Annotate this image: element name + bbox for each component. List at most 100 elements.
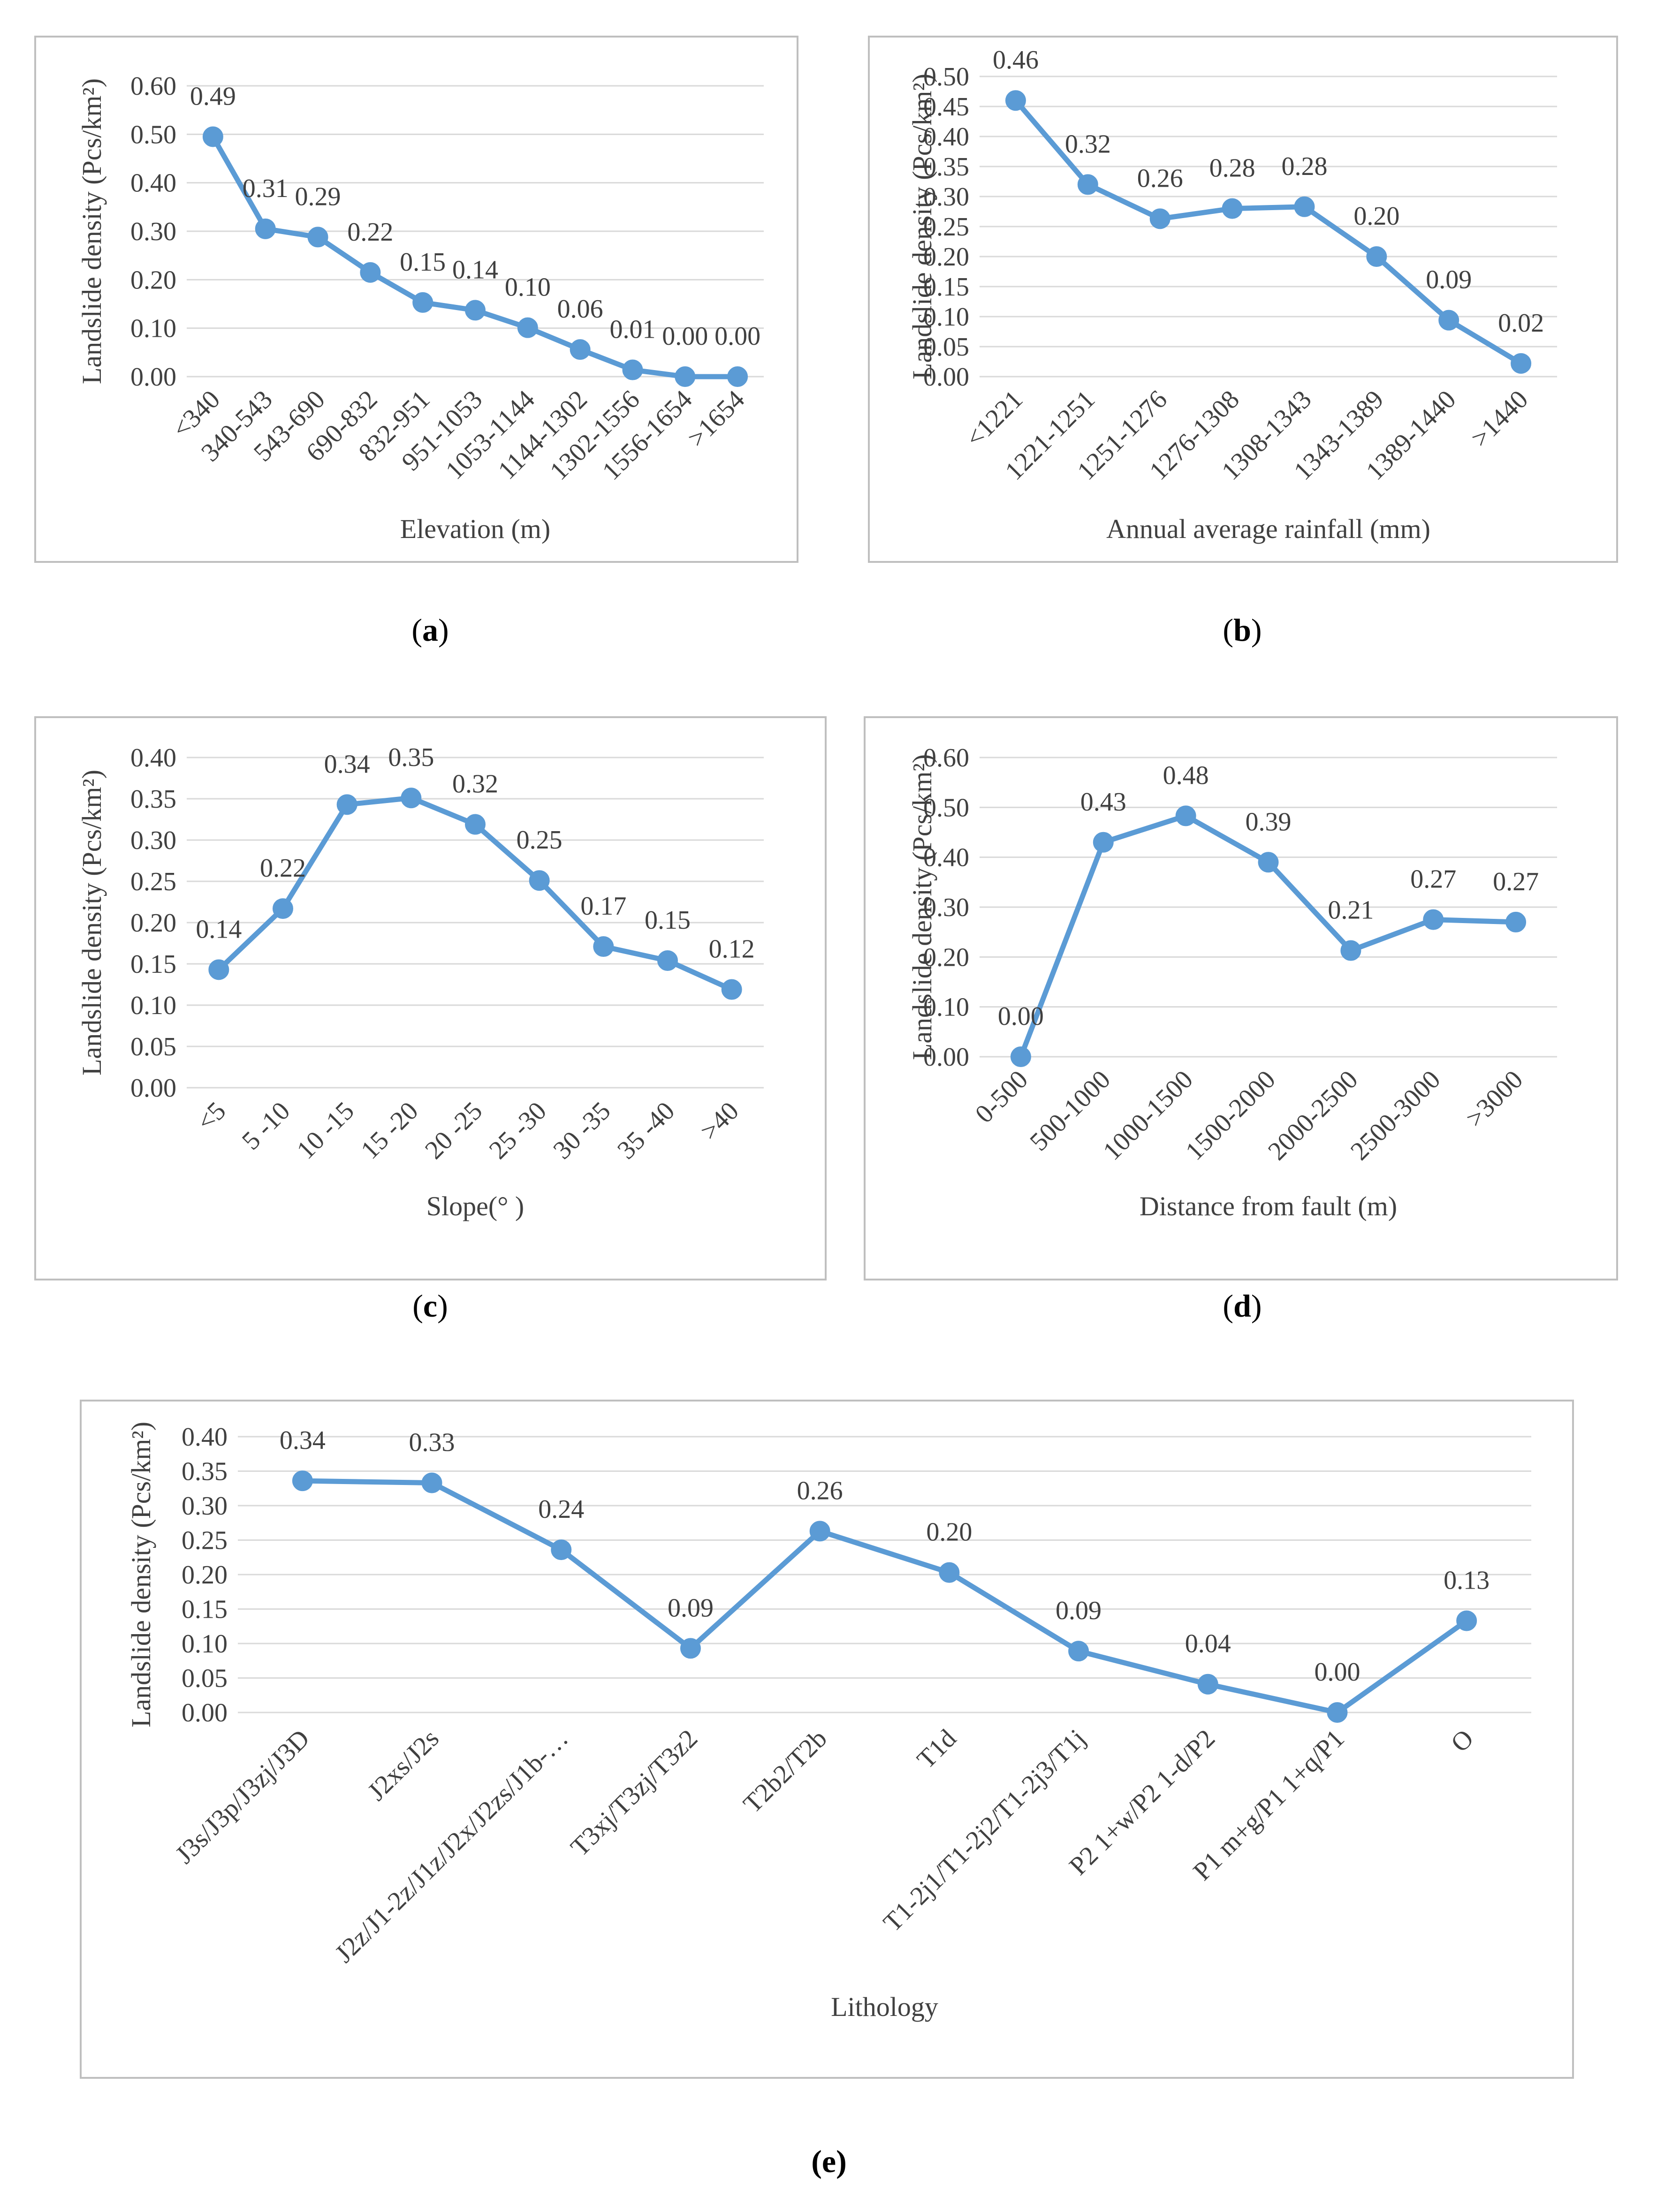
data-label: 0.29 (295, 182, 341, 211)
panel-caption: (e) (811, 2144, 847, 2179)
data-label: 0.17 (580, 892, 626, 921)
y-tick-label: 0.20 (130, 909, 176, 938)
panel-caption: (c) (412, 1288, 448, 1324)
data-point (593, 936, 614, 957)
data-point (657, 950, 678, 971)
data-label: 0.01 (609, 315, 655, 344)
data-point (273, 898, 293, 919)
y-tick-label: 0.10 (923, 303, 969, 332)
y-axis-title: Landslide density (Pcs/km²) (76, 78, 107, 384)
series-line (1013, 98, 1524, 366)
data-point (1340, 940, 1361, 961)
data-label: 0.20 (1353, 202, 1399, 231)
data-point (1222, 198, 1243, 219)
data-label: 0.00 (662, 322, 708, 351)
y-tick-label: 0.60 (923, 743, 969, 773)
y-tick-label: 0.05 (182, 1664, 228, 1693)
data-point (1093, 832, 1114, 853)
panel-caption: (d) (1223, 1288, 1262, 1324)
y-tick-label: 0.05 (130, 1032, 176, 1061)
data-label: 0.00 (998, 1002, 1044, 1031)
panel-letter: d (1233, 1288, 1251, 1324)
chart-frame (868, 36, 1618, 563)
y-tick-label: 0.30 (923, 182, 969, 212)
y-tick-label: 0.15 (182, 1595, 228, 1624)
data-point (721, 979, 742, 1000)
data-label: 0.09 (1056, 1596, 1102, 1625)
y-tick-label: 0.40 (130, 743, 176, 773)
data-label: 0.25 (517, 826, 562, 855)
chart-e: 0.00 0.05 0.10 0.15 0.20 0.25 0.30 0.35 0.40 Land… (80, 1400, 1574, 2179)
chart-frame (80, 1400, 1574, 2079)
y-tick-label: 0.00 (923, 363, 969, 392)
data-point (1005, 90, 1026, 111)
data-point (1149, 208, 1171, 229)
chart-frame (864, 716, 1618, 1280)
chart-a: 0.00 0.10 0.20 0.30 0.40 0.50 0.60 Landslide de… (34, 36, 798, 648)
data-label: 0.49 (190, 82, 236, 111)
panel-caption: (a) (411, 612, 448, 648)
y-tick-label: 0.20 (923, 943, 969, 972)
y-axis-title: Landslide density (Pcs/km²) (126, 1422, 156, 1727)
y-tick-label: 0.30 (130, 826, 176, 855)
data-label: 0.48 (1163, 761, 1209, 790)
data-label: 0.26 (1137, 164, 1183, 193)
y-axis-title: Landslide density (Pcs/km²) (907, 754, 937, 1060)
data-point (1456, 1610, 1477, 1631)
chart-c: 0.00 0.05 0.10 0.15 0.20 0.25 0.30 0.35 0.40 Land… (34, 716, 827, 1324)
y-axis-title: Landslide density (Pcs/km²) (76, 770, 107, 1076)
y-tick-label: 0.45 (923, 92, 969, 121)
data-label: 0.33 (409, 1428, 455, 1457)
y-tick-label: 0.20 (130, 265, 176, 295)
data-point (208, 959, 229, 980)
data-label: 0.20 (926, 1518, 972, 1547)
data-point (336, 794, 357, 815)
y-tick-label: 0.40 (923, 122, 969, 152)
x-axis-title: Annual average rainfall (mm) (1106, 514, 1430, 544)
y-tick-label: 0.15 (923, 273, 969, 302)
data-label: 0.13 (1444, 1566, 1490, 1595)
data-label: 0.14 (452, 255, 498, 284)
data-label: 0.15 (400, 248, 446, 277)
data-point (1175, 805, 1196, 826)
chart-b: 0.000.050.100.150.200.250.300.350.400.45… (868, 36, 1618, 648)
data-label: 0.24 (538, 1495, 584, 1524)
y-tick-label: 0.00 (923, 1043, 969, 1072)
y-tick-label: 0.15 (130, 950, 176, 979)
data-label: 0.22 (260, 854, 306, 883)
data-label: 0.46 (993, 45, 1039, 75)
data-point (1197, 1674, 1218, 1695)
data-point (360, 262, 381, 283)
data-point (1423, 909, 1444, 930)
data-label: 0.26 (797, 1476, 843, 1505)
data-label: 0.27 (1493, 867, 1539, 896)
series-line (300, 1478, 1469, 1715)
y-tick-label: 0.00 (182, 1698, 228, 1727)
panel-letter: b (1233, 612, 1251, 648)
data-point (202, 126, 223, 147)
data-point (1294, 196, 1315, 217)
data-label: 0.28 (1281, 152, 1327, 181)
data-label: 0.00 (1314, 1658, 1360, 1687)
data-label: 0.00 (714, 322, 760, 351)
data-point (570, 339, 591, 360)
y-tick-label: 0.10 (923, 993, 969, 1022)
data-point (1511, 353, 1532, 374)
data-point (255, 218, 276, 239)
data-point (401, 788, 422, 809)
y-tick-label: 0.35 (923, 152, 969, 182)
data-label: 0.32 (452, 770, 498, 799)
y-tick-label: 0.35 (130, 785, 176, 814)
data-point (307, 227, 328, 248)
data-label: 0.31 (243, 174, 289, 203)
panel-letter: e (822, 2144, 836, 2179)
data-point (421, 1472, 442, 1493)
data-point (622, 359, 643, 380)
data-point (727, 366, 748, 387)
panel-caption: (b) (1223, 612, 1262, 648)
data-point (1010, 1046, 1031, 1067)
data-label: 0.21 (1328, 896, 1374, 925)
y-tick-label: 0.10 (130, 314, 176, 343)
data-label: 0.28 (1209, 154, 1255, 183)
